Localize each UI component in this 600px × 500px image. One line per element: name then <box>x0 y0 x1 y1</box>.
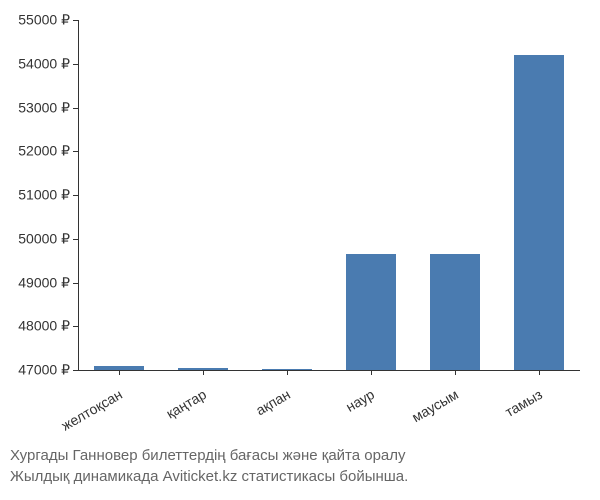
y-tick-label: 52000 ₽ <box>0 143 70 160</box>
x-tick-mark <box>455 370 456 375</box>
y-tick-label: 47000 ₽ <box>0 362 70 379</box>
y-tick-label: 54000 ₽ <box>0 55 70 72</box>
x-tick-mark <box>287 370 288 375</box>
y-tick-label: 49000 ₽ <box>0 274 70 291</box>
bar <box>514 55 564 370</box>
y-tick-label: 51000 ₽ <box>0 187 70 204</box>
plot-area <box>78 20 580 370</box>
x-tick-label: тамыз <box>502 386 545 420</box>
bar <box>346 254 396 370</box>
x-tick-mark <box>119 370 120 375</box>
y-tick-mark <box>73 370 78 371</box>
caption-line-2: Жылдық динамикада Aviticket.kz статистик… <box>10 466 595 487</box>
y-tick-label: 48000 ₽ <box>0 318 70 335</box>
x-tick-label: наур <box>343 386 377 415</box>
x-tick-label: ақпан <box>253 386 293 418</box>
x-tick-mark <box>203 370 204 375</box>
y-tick-label: 50000 ₽ <box>0 230 70 247</box>
x-axis-line <box>78 370 580 371</box>
x-tick-label: маусым <box>409 386 461 425</box>
y-tick-label: 55000 ₽ <box>0 12 70 29</box>
x-tick-mark <box>371 370 372 375</box>
chart-caption: Хургады Ганновер билеттердің бағасы және… <box>10 445 595 487</box>
x-tick-label: қаңтар <box>163 386 209 422</box>
caption-line-1: Хургады Ганновер билеттердің бағасы және… <box>10 445 595 466</box>
x-tick-mark <box>539 370 540 375</box>
chart-container: 47000 ₽ 48000 ₽ 49000 ₽ 50000 ₽ 51000 ₽ 52000… <box>0 0 600 500</box>
bar <box>430 254 480 370</box>
y-tick-label: 53000 ₽ <box>0 99 70 116</box>
x-tick-label: желтоқсан <box>59 386 125 434</box>
